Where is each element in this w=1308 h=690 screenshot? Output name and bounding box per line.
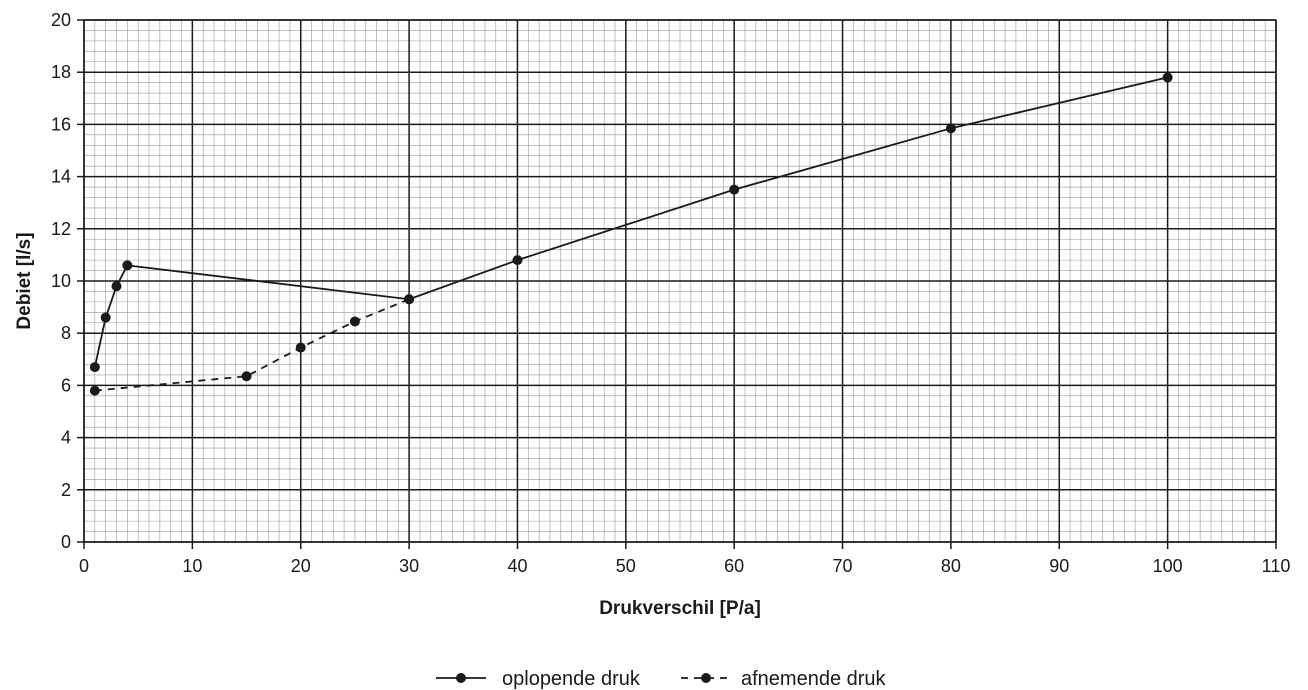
data-point-oplopende [512, 255, 523, 266]
y-tick-label: 20 [51, 10, 71, 30]
y-tick-label: 6 [61, 375, 71, 395]
x-tick-label: 40 [507, 556, 527, 576]
data-point-oplopende [1162, 72, 1173, 83]
data-point-oplopende [89, 362, 100, 373]
data-point-afnemende [295, 342, 306, 353]
x-tick-label: 110 [1262, 556, 1291, 576]
x-tick-label: 10 [182, 556, 202, 576]
y-tick-labels: 0 2 4 6 8 10 12 14 16 18 20 [51, 10, 71, 552]
data-point-oplopende [122, 260, 133, 271]
data-point-afnemende [349, 316, 360, 327]
data-point-afnemende [89, 385, 100, 396]
legend-marker-oplopende [456, 673, 466, 683]
series-line-oplopende [93, 76, 1168, 368]
data-point-afnemende [404, 294, 415, 305]
data-point-oplopende [111, 281, 122, 292]
legend-marker-afnemende [701, 673, 711, 683]
data-point-oplopende [945, 123, 956, 134]
y-tick-label: 12 [51, 219, 71, 239]
y-tick-label: 10 [51, 271, 71, 291]
series-line-afnemende [94, 298, 410, 392]
x-tick-label: 90 [1049, 556, 1069, 576]
x-tick-label: 0 [79, 556, 89, 576]
x-tick-label: 80 [941, 556, 961, 576]
x-tick-label: 100 [1153, 556, 1183, 576]
legend: oplopende druk afnemende druk [436, 668, 887, 690]
legend-label-afnemende: afnemende druk [741, 668, 887, 690]
legend-label-oplopende: oplopende druk [502, 668, 641, 690]
y-tick-label: 18 [51, 62, 71, 82]
axes [77, 19, 1277, 549]
y-tick-label: 16 [51, 114, 71, 134]
y-tick-label: 8 [61, 323, 71, 343]
x-tick-label: 60 [724, 556, 744, 576]
x-axis-title: Drukverschil [P/a] [599, 598, 761, 619]
y-tick-label: 4 [61, 428, 71, 448]
x-tick-label: 50 [616, 556, 636, 576]
y-tick-label: 0 [61, 532, 71, 552]
series-points [89, 72, 1173, 396]
data-point-oplopende [100, 312, 111, 323]
x-tick-label: 30 [399, 556, 419, 576]
data-point-afnemende [241, 371, 252, 382]
y-tick-label: 2 [61, 480, 71, 500]
x-tick-label: 20 [291, 556, 311, 576]
data-point-oplopende [729, 184, 740, 195]
x-tick-labels: 0 10 20 30 40 50 60 70 80 90 100 110 [79, 556, 1290, 576]
x-tick-label: 70 [833, 556, 853, 576]
y-axis-title: Debiet [l/s] [14, 232, 35, 329]
y-tick-label: 14 [51, 167, 71, 187]
